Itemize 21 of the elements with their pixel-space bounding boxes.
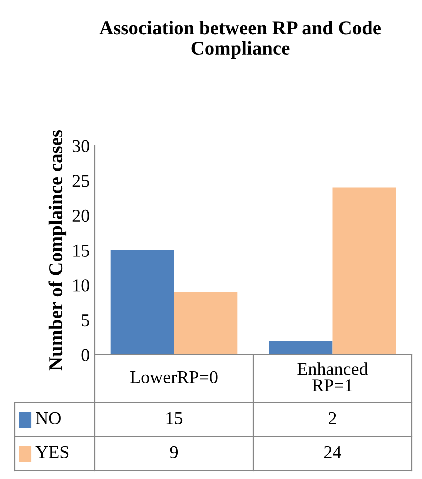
data-label: 24 xyxy=(324,446,342,458)
data-label: 2 xyxy=(329,412,336,424)
y-tick-label: 20 xyxy=(72,210,90,222)
y-tick-label: 5 xyxy=(82,314,90,327)
bar xyxy=(269,341,333,355)
legend-label: YES xyxy=(36,446,69,459)
chart-title: Association between RP and Code Compliance xyxy=(100,21,382,59)
x-tick-label: Enhanced RP=1 xyxy=(298,362,368,392)
y-tick-label: 30 xyxy=(72,140,90,152)
bar xyxy=(174,292,238,355)
y-tick-label: 25 xyxy=(72,175,90,188)
y-tick-label: 10 xyxy=(74,280,90,292)
bar xyxy=(332,188,396,355)
data-label: 15 xyxy=(166,412,183,425)
y-tick-label: 0 xyxy=(82,349,90,362)
y-tick-label: 15 xyxy=(74,244,90,257)
y-axis-title: Number of Complaince cases xyxy=(48,130,67,371)
x-tick-label: LowerRP=0 xyxy=(130,371,218,384)
bar xyxy=(110,250,174,355)
data-label: 9 xyxy=(170,446,178,459)
legend-label: NO xyxy=(36,412,61,425)
